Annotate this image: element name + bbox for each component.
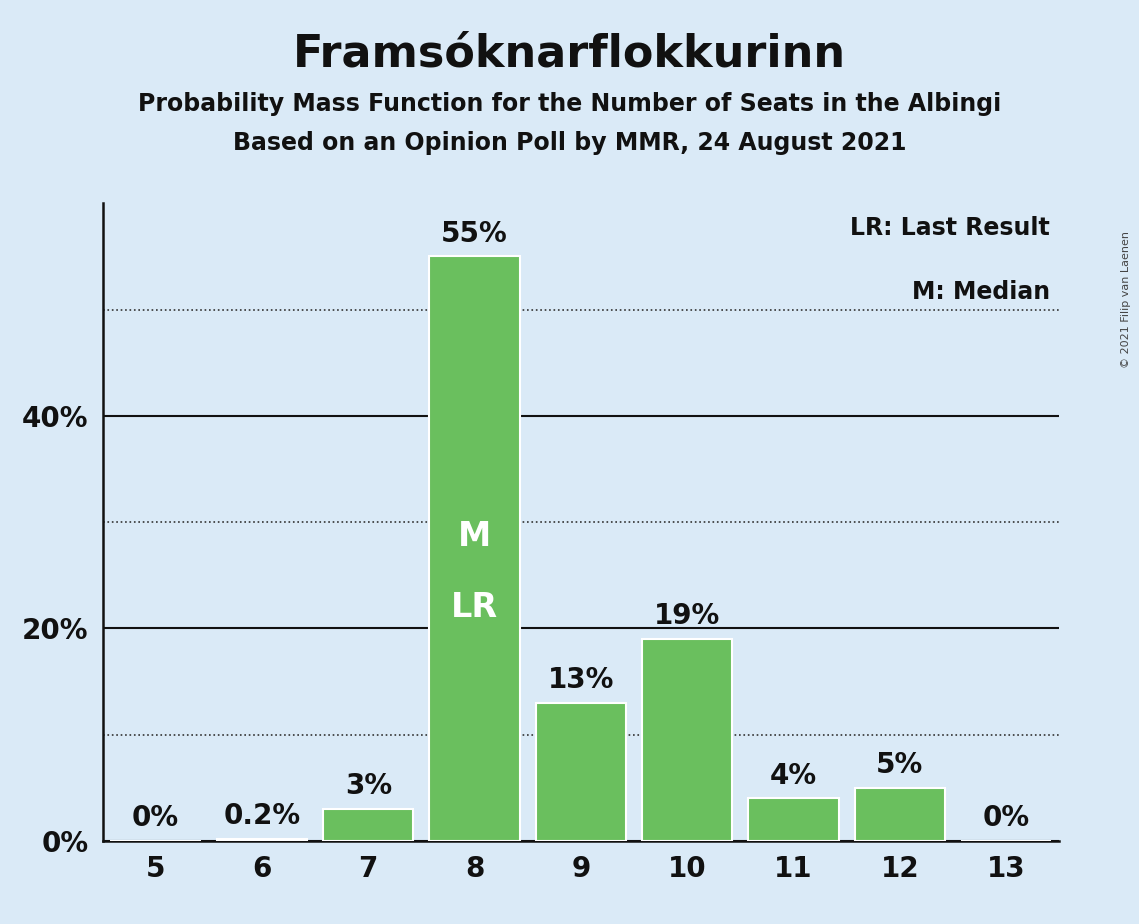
Text: 13%: 13% (548, 666, 614, 694)
Text: M: Median: M: Median (911, 280, 1050, 304)
Text: 0.2%: 0.2% (223, 802, 301, 831)
Bar (216, 839, 308, 841)
Text: 19%: 19% (654, 602, 720, 630)
Text: 3%: 3% (345, 772, 392, 800)
Bar (429, 256, 519, 841)
Text: M: M (458, 520, 491, 553)
Bar (323, 809, 413, 841)
Bar (854, 787, 945, 841)
Text: LR: LR (451, 590, 498, 624)
Text: Based on an Opinion Poll by MMR, 24 August 2021: Based on an Opinion Poll by MMR, 24 Augu… (232, 131, 907, 155)
Text: 0%: 0% (983, 804, 1030, 833)
Text: 5%: 5% (876, 751, 924, 779)
Text: © 2021 Filip van Laenen: © 2021 Filip van Laenen (1121, 231, 1131, 368)
Bar (748, 798, 838, 841)
Text: Probability Mass Function for the Number of Seats in the Albingi: Probability Mass Function for the Number… (138, 92, 1001, 116)
Bar (535, 703, 626, 841)
Text: 55%: 55% (441, 220, 508, 248)
Text: 0%: 0% (132, 804, 179, 833)
Text: Framsóknarflokkurinn: Framsóknarflokkurinn (293, 32, 846, 76)
Text: LR: Last Result: LR: Last Result (850, 216, 1050, 240)
Text: 4%: 4% (770, 761, 817, 790)
Bar (642, 639, 732, 841)
